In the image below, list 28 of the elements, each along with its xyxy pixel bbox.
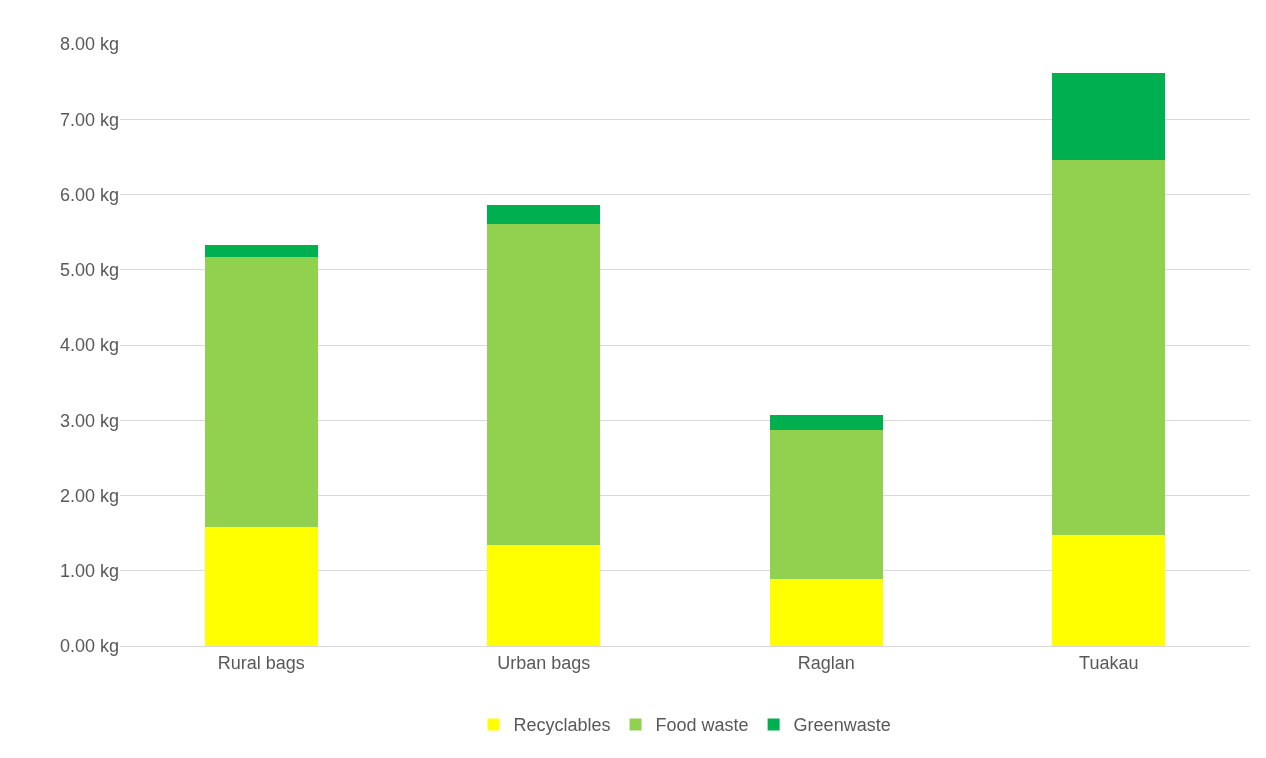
bar: [487, 223, 601, 546]
bar: [204, 256, 318, 528]
y-tick-label: 6.00 kg: [59, 184, 119, 205]
legend-label: Food waste: [655, 715, 749, 736]
y-tick-label: 0.00 kg: [59, 636, 119, 657]
bar: [487, 545, 601, 646]
y-tick-label: 5.00 kg: [59, 260, 119, 281]
bar: [1052, 534, 1166, 646]
bar: [769, 430, 883, 580]
bar: [487, 205, 601, 224]
y-tick-label: 7.00 kg: [59, 109, 119, 130]
x-tick-label: Raglan: [797, 652, 855, 673]
y-tick-label: 1.00 kg: [59, 561, 119, 582]
x-tick-label: Tuakau: [1079, 652, 1139, 673]
x-tick-label: Urban bags: [497, 652, 591, 673]
bar: [1052, 159, 1166, 535]
legend-label: Greenwaste: [793, 715, 891, 736]
bar: [204, 244, 318, 257]
bar: [1052, 73, 1166, 160]
bar: [204, 527, 318, 646]
bar: [769, 579, 883, 646]
legend-label: Recyclables: [513, 715, 611, 736]
y-tick-label: 8.00 kg: [59, 34, 119, 55]
y-tick-label: 3.00 kg: [59, 410, 119, 431]
x-tick-label: Rural bags: [217, 652, 305, 673]
bar: [769, 414, 883, 431]
y-tick-label: 2.00 kg: [59, 485, 119, 506]
y-tick-label: 4.00 kg: [59, 335, 119, 356]
